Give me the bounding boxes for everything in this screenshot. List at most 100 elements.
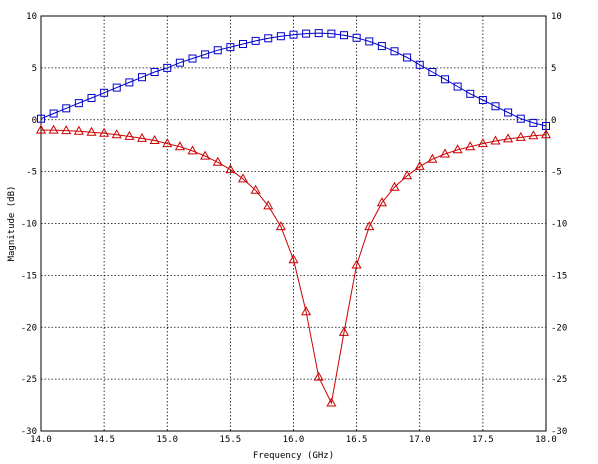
x-tick-label: 14.0 — [30, 435, 52, 445]
series-1-point — [87, 93, 96, 102]
series-2-point — [364, 221, 375, 231]
series-1-point — [327, 29, 336, 38]
series-2-point — [263, 200, 274, 210]
series-2-point — [124, 130, 135, 140]
series-1-point — [100, 88, 109, 97]
grid-lines — [41, 16, 546, 431]
series-2-point — [301, 306, 312, 316]
series-2-point — [452, 144, 463, 154]
series-1-point — [264, 34, 273, 43]
series-2-point — [35, 124, 47, 134]
series-1-point — [390, 47, 399, 56]
series-2-point — [389, 181, 400, 191]
series-1-point — [340, 31, 348, 40]
series-1-point — [491, 102, 500, 111]
x-tick-label: 15.5 — [220, 435, 242, 445]
y-tick-label-right: -30 — [551, 427, 567, 437]
series-1-point — [226, 43, 235, 52]
series-1-point — [276, 32, 285, 41]
series-1-point — [504, 108, 513, 117]
x-tick-label: 14.5 — [93, 435, 115, 445]
series-1-point — [415, 60, 424, 69]
series-1-point — [441, 75, 449, 84]
y-tick-label-right: 5 — [551, 64, 556, 74]
y-tick-label-left: -5 — [26, 168, 37, 178]
y-tick-label-right: -20 — [551, 323, 567, 333]
y-tick-label-right: 10 — [551, 12, 562, 22]
x-tick-label: 15.0 — [156, 435, 178, 445]
y-tick-label-right: -5 — [551, 168, 562, 178]
y-tick-label-left: -30 — [21, 427, 37, 437]
x-tick-label: 16.0 — [283, 435, 305, 445]
series-2-point — [86, 126, 97, 136]
series-1-point — [49, 109, 58, 118]
series-1-point — [188, 54, 197, 63]
series-2-point — [414, 160, 425, 170]
series-2-point — [48, 124, 59, 134]
series-2-point — [225, 164, 236, 174]
series-2-point — [490, 135, 501, 145]
series-1-point — [175, 58, 184, 67]
series-2-point — [136, 132, 148, 142]
series-2-point — [351, 259, 362, 269]
series-1-point — [302, 29, 311, 38]
series-2-point — [99, 127, 110, 137]
series-1-point — [377, 42, 386, 51]
series-2-point — [439, 148, 451, 158]
series-1-point — [213, 46, 222, 55]
series-1-point — [239, 40, 247, 49]
series-2-point — [212, 156, 223, 166]
series-1-point — [365, 37, 374, 46]
series-2-point — [174, 141, 185, 151]
series-2-point — [61, 125, 72, 135]
y-tick-label-right: -25 — [551, 375, 567, 385]
series-2-point — [149, 134, 160, 144]
series-1-point — [516, 114, 525, 123]
series-2-point — [200, 150, 211, 160]
series-1-point — [478, 96, 487, 105]
series-2-point — [528, 130, 539, 140]
series-1-point — [403, 53, 412, 62]
series-2-point — [237, 173, 249, 183]
series-2-point — [250, 184, 261, 194]
y-tick-label-left: 10 — [26, 12, 37, 22]
series-1-point — [428, 68, 437, 77]
x-tick-label: 18.0 — [535, 435, 557, 445]
series-2-point — [465, 141, 476, 151]
y-tick-label-left: -25 — [21, 375, 37, 385]
series-1-point — [352, 33, 361, 42]
series-2-point — [376, 197, 387, 207]
series-2-line — [41, 129, 547, 405]
series-2-point — [515, 131, 526, 141]
series-1-point — [125, 78, 134, 87]
series-2-point — [338, 326, 350, 336]
y-tick-label-right: 0 — [551, 116, 556, 126]
series-2 — [35, 124, 552, 407]
series-1-line — [40, 32, 547, 127]
series-2-point — [111, 129, 122, 139]
y-tick-label-left: 5 — [32, 64, 37, 74]
series-2-point — [162, 138, 173, 148]
series-2-point — [427, 153, 438, 163]
series-1-point — [251, 36, 260, 45]
series-1-point — [466, 89, 475, 98]
x-tick-label: 17.0 — [409, 435, 431, 445]
series-1-point — [112, 83, 121, 92]
y-tick-label-right: -15 — [551, 271, 567, 281]
series-1-point — [150, 68, 159, 77]
y-tick-label-right: -10 — [551, 220, 567, 230]
series-2-point — [503, 133, 514, 143]
series-1-point — [201, 50, 210, 59]
series-2-point — [73, 125, 84, 135]
plot-frame — [40, 15, 547, 432]
series-1-point — [163, 63, 172, 72]
series-1-point — [529, 118, 538, 127]
x-tick-label: 17.5 — [472, 435, 494, 445]
series-1-point — [314, 29, 323, 38]
series-1-point — [62, 104, 71, 113]
series-2-point — [313, 371, 324, 381]
series-1-point — [74, 99, 83, 108]
series-2-point — [540, 129, 552, 139]
